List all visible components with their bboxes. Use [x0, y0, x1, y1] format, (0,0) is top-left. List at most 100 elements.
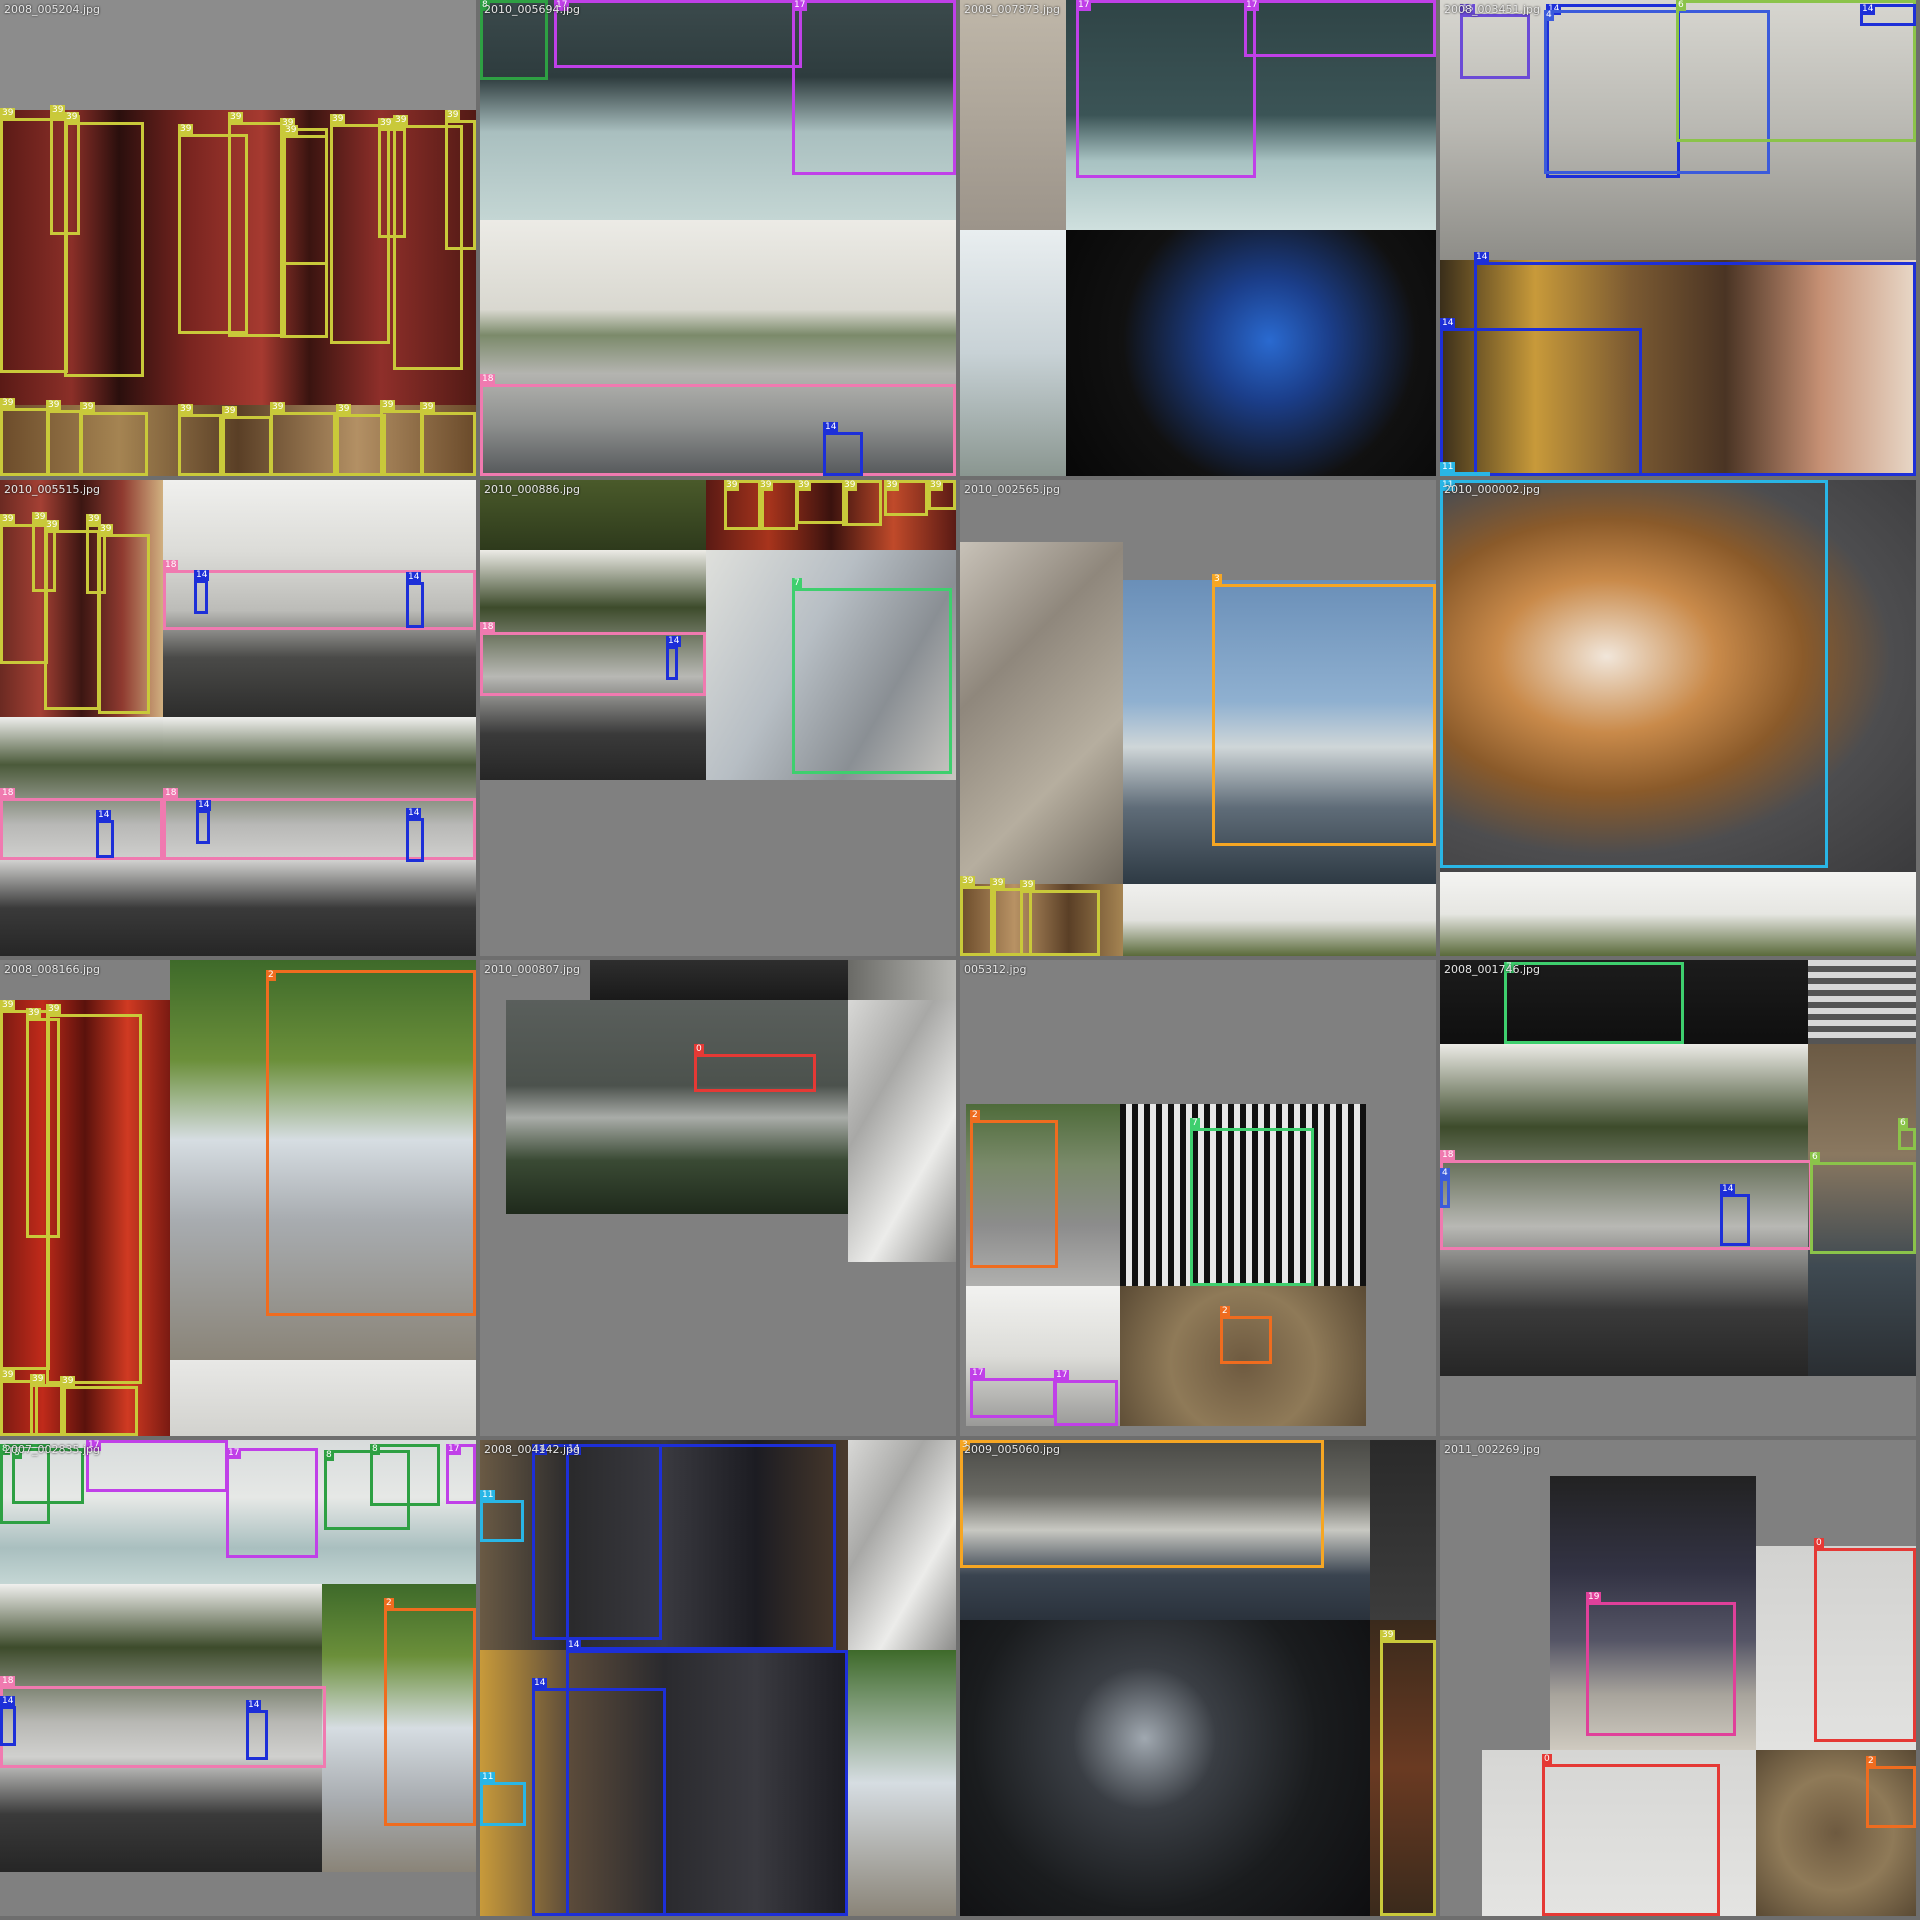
tile-filename: 2008_001746.jpg — [1444, 963, 1541, 976]
class-label: 19 — [1586, 1592, 1602, 1603]
tile-filename: 2011_002269.jpg — [1444, 1443, 1541, 1456]
class-label: 4 — [1544, 10, 1554, 21]
class-label: 6 — [1810, 1152, 1820, 1163]
bounding-box: 14 — [406, 572, 424, 628]
class-label: 39 — [26, 1008, 42, 1019]
bounding-box: 2 — [384, 1598, 476, 1826]
bounding-box: 17 — [226, 1448, 318, 1558]
photo-region — [590, 960, 848, 1000]
bounding-box: 6 — [1676, 0, 1916, 142]
mosaic-tile: 3 39 2009_005060.jpg — [960, 1440, 1436, 1916]
class-label: 2 — [1220, 1306, 1230, 1317]
bounding-box: 39 — [842, 480, 882, 526]
bounding-box: 8 — [324, 1450, 410, 1530]
class-label: 39 — [336, 404, 352, 415]
photo-region — [1066, 0, 1436, 230]
photo-region — [960, 0, 1066, 230]
bounding-box: 14 — [1720, 1184, 1750, 1246]
class-label: 8 — [0, 1444, 10, 1455]
tile-filename: 2010_005515.jpg — [4, 483, 101, 496]
bounding-box: 4 — [1544, 10, 1770, 174]
bounding-box: 18 — [480, 374, 956, 476]
class-label: 39 — [228, 112, 244, 123]
class-label: 11 — [1440, 480, 1456, 491]
photo-region — [0, 480, 163, 717]
class-label: 39 — [990, 878, 1006, 889]
bounding-box: 39 — [178, 124, 248, 334]
tile-filename: 2008_004142.jpg — [484, 1443, 581, 1456]
class-label: 17 — [792, 0, 808, 11]
class-label: 14 — [532, 1444, 548, 1455]
photo-region — [848, 1440, 956, 1650]
bounding-box: 14 — [196, 800, 212, 844]
mosaic-tile: 0 2010_000807.jpg — [480, 960, 956, 1436]
bounding-box: 18 — [0, 1676, 326, 1768]
photo-region — [1482, 1750, 1756, 1916]
bounding-box: 39 — [46, 1004, 142, 1384]
bounding-box: 39 — [990, 878, 1032, 956]
class-label: 39 — [928, 480, 944, 491]
mosaic-tile: 2 7 2 17 17 005312.jpg — [960, 960, 1436, 1436]
photo-region — [966, 1286, 1120, 1426]
bounding-box: 39 — [1020, 880, 1100, 956]
class-label: 39 — [378, 118, 394, 129]
bounding-box: 15 — [1460, 4, 1530, 79]
photo-region — [1440, 1044, 1808, 1376]
bounding-box: 39 — [758, 480, 798, 530]
class-label: 17 — [1076, 0, 1092, 11]
bounding-box: 39 — [178, 404, 222, 476]
bounding-box: 14 — [1440, 318, 1642, 476]
bounding-box: 39 — [380, 400, 424, 476]
class-label: 39 — [50, 105, 66, 116]
class-label: 14 — [406, 572, 422, 583]
photo-region — [1066, 230, 1436, 476]
bounding-box: 14 — [194, 570, 210, 614]
bounding-box: 39 — [445, 110, 476, 250]
class-label: 14 — [666, 636, 682, 647]
class-label: 18 — [480, 374, 496, 385]
class-label: 39 — [270, 402, 286, 413]
class-label: 39 — [178, 124, 194, 135]
mosaic-tile: 19 0 0 2 2011_002269.jpg — [1440, 1440, 1916, 1916]
bounding-box: 17 — [1076, 0, 1256, 178]
bounding-box: 39 — [228, 112, 286, 337]
bounding-box: 39 — [222, 406, 272, 476]
tile-filename: 2010_000807.jpg — [484, 963, 581, 976]
class-label: 14 — [194, 570, 210, 581]
class-label: 39 — [884, 480, 900, 491]
class-label: 14 — [1860, 4, 1876, 15]
photo-region — [506, 1000, 848, 1214]
bounding-box: 14 — [666, 636, 682, 680]
photo-region — [480, 220, 956, 476]
bounding-box: 18 — [480, 622, 706, 696]
class-label: 14 — [823, 422, 839, 433]
class-label: 14 — [1474, 252, 1490, 263]
class-label: 17 — [1054, 1370, 1070, 1381]
bounding-box: 39 — [378, 118, 406, 238]
bounding-box: 39 — [420, 402, 476, 476]
class-label: 0 — [694, 1044, 704, 1055]
photo-region — [1440, 480, 1916, 872]
photo-region — [960, 1440, 1370, 1620]
class-label: 14 — [566, 1444, 582, 1455]
bounding-box: 2 — [1866, 1756, 1916, 1828]
photo-region — [960, 884, 1123, 956]
class-label: 14 — [566, 1640, 582, 1651]
photo-region — [1756, 1750, 1916, 1916]
class-label: 18 — [163, 560, 179, 571]
photo-region — [1370, 1440, 1436, 1620]
bounding-box: 39 — [60, 1376, 138, 1436]
photo-region — [0, 0, 476, 110]
class-label: 39 — [0, 108, 16, 119]
class-label: 39 — [80, 402, 96, 413]
bounding-box: 19 — [1586, 1592, 1736, 1736]
class-label: 6 — [1676, 0, 1686, 11]
mosaic-tile: 39 39 39 39 39 39 39 39 39 39 39 39 39 39 39 39 39 39 39 39… — [0, 0, 476, 476]
class-label: 18 — [163, 788, 179, 799]
photo-region — [480, 480, 706, 550]
bounding-box: 14 — [566, 1640, 848, 1916]
bounding-box: 18 — [0, 788, 163, 860]
photo-region — [1123, 580, 1436, 884]
photo-region — [966, 1104, 1120, 1286]
bounding-box: 39 — [26, 1008, 60, 1238]
